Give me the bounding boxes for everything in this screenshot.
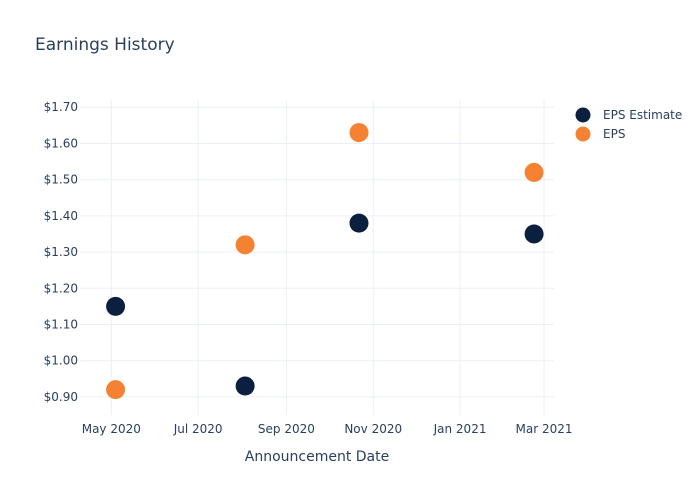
y-tick-label: $1.60 bbox=[44, 136, 78, 150]
eps-estimate-point[interactable] bbox=[235, 376, 255, 396]
x-tick-label: Mar 2021 bbox=[516, 422, 573, 436]
eps-estimate-point[interactable] bbox=[349, 213, 369, 233]
y-tick-label: $1.20 bbox=[44, 281, 78, 295]
legend-label: EPS Estimate bbox=[603, 108, 682, 122]
y-tick-label: $0.90 bbox=[44, 390, 78, 404]
x-tick-label: Jan 2021 bbox=[433, 422, 487, 436]
y-tick-label: $1.30 bbox=[44, 245, 78, 259]
x-tick-label: Sep 2020 bbox=[258, 422, 315, 436]
eps-point[interactable] bbox=[235, 235, 255, 255]
legend-item-eps[interactable]: EPS bbox=[575, 126, 626, 142]
eps-estimate-point[interactable] bbox=[524, 224, 544, 244]
legend-label: EPS bbox=[603, 127, 625, 141]
legend-marker bbox=[575, 107, 591, 123]
eps-point[interactable] bbox=[106, 380, 126, 400]
y-tick-label: $1.00 bbox=[44, 354, 78, 368]
eps-estimate-point[interactable] bbox=[106, 296, 126, 316]
y-tick-label: $1.50 bbox=[44, 173, 78, 187]
y-tick-label: $1.70 bbox=[44, 100, 78, 114]
data-points[interactable] bbox=[106, 123, 544, 400]
eps-point[interactable] bbox=[524, 162, 544, 182]
x-tick-label: May 2020 bbox=[82, 422, 141, 436]
gridlines bbox=[80, 100, 554, 415]
y-tick-label: $1.40 bbox=[44, 209, 78, 223]
x-axis-ticks: May 2020 Jul 2020 Sep 2020 Nov 2020 Jan 2021… bbox=[82, 422, 573, 436]
legend-marker bbox=[575, 126, 591, 142]
legend-item-eps-estimate[interactable]: EPS Estimate bbox=[575, 107, 683, 123]
x-tick-label: Jul 2020 bbox=[173, 422, 223, 436]
x-axis-title: Announcement Date bbox=[245, 449, 389, 465]
eps-point[interactable] bbox=[349, 123, 369, 143]
y-tick-label: $1.10 bbox=[44, 317, 78, 331]
y-axis-ticks: $0.90 $1.00 $1.10 $1.20 $1.30 $1.40 $1.50 $1.60… bbox=[44, 100, 78, 404]
chart-title: Earnings History bbox=[35, 35, 175, 55]
x-tick-label: Nov 2020 bbox=[344, 422, 402, 436]
legend[interactable]: EPS Estimate EPS bbox=[575, 107, 683, 142]
